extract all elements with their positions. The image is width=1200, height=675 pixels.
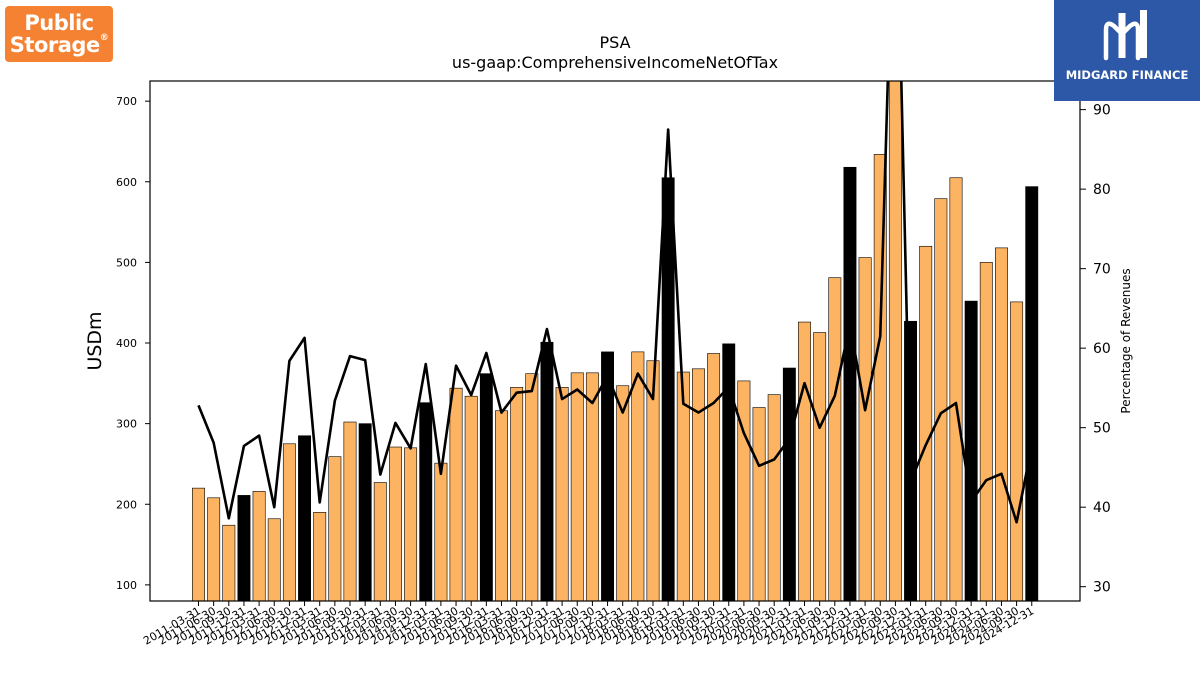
y2-tick-label: 60 (1093, 341, 1111, 357)
bar-2012-09-30 (282, 443, 296, 602)
bar-2016-06-30 (510, 387, 524, 602)
bar-2013-03-31 (313, 512, 327, 602)
bar-2023-12-31 (964, 300, 978, 602)
chart-subtitle: us-gaap:ComprehensiveIncomeNetOfTax (452, 53, 778, 72)
bar-2019-06-30 (691, 368, 705, 602)
x-axis: 2011-03-312011-06-302011-09-302011-12-31… (141, 601, 1036, 648)
y2-tick-label: 50 (1093, 421, 1111, 437)
bar-2021-06-30 (813, 332, 827, 602)
bar-2013-09-30 (343, 421, 357, 602)
bar-2024-03-31 (979, 262, 993, 602)
y-tick-label: 500 (116, 256, 137, 269)
right-axis: 30 40 50 60 70 80 90 (1080, 103, 1111, 596)
y-tick-label: 200 (116, 498, 137, 511)
bar-2011-09-30 (222, 524, 236, 602)
bar-2019-09-30 (707, 353, 721, 602)
y-tick-label: 300 (116, 418, 137, 431)
bar-2014-03-31 (373, 482, 387, 602)
bar-2021-09-30 (828, 277, 842, 602)
bar-2023-06-30 (934, 198, 948, 602)
y2-tick-label: 40 (1093, 500, 1111, 516)
bar-2012-03-31 (252, 491, 266, 602)
bar-2022-03-31 (858, 257, 872, 602)
bar-2012-12-31 (298, 435, 311, 602)
bar-2016-09-30 (525, 373, 539, 602)
y-tick-label: 600 (116, 176, 137, 189)
y-tick-label: 100 (116, 579, 137, 592)
bar-2015-06-30 (449, 387, 463, 602)
bar-2018-12-31 (661, 177, 675, 602)
bar-2024-09-30 (1010, 301, 1024, 602)
bar-2021-03-31 (798, 321, 811, 602)
bar-series (192, 80, 1039, 602)
y2-tick-label: 30 (1093, 580, 1111, 596)
bar-2018-03-31 (616, 385, 630, 602)
y2-tick-label: 70 (1093, 262, 1111, 278)
bar-2011-06-30 (207, 497, 221, 602)
left-axis: 100 200 300 400 500 600 700 (116, 95, 150, 592)
logo-name: MIDGARD FINANCE (1065, 68, 1189, 82)
y-tick-label: 700 (116, 95, 137, 108)
plot-frame (149, 80, 1081, 602)
logo-line-1: Public (24, 11, 94, 35)
bar-2013-06-30 (328, 456, 342, 602)
bar-2018-06-30 (631, 351, 645, 602)
bar-2015-09-30 (464, 395, 478, 602)
bar-2022-09-30 (888, 80, 902, 602)
bar-2013-12-31 (358, 423, 372, 602)
y2-tick-label: 80 (1093, 182, 1111, 198)
y-axis-label: USDm (84, 311, 106, 370)
bar-2020-06-30 (752, 407, 766, 602)
bar-2017-06-30 (570, 372, 584, 602)
logo-line-2-text: Storage (9, 33, 100, 57)
bar-2017-03-31 (555, 387, 569, 602)
bar-2023-03-31 (919, 245, 933, 602)
bar-2011-12-31 (237, 495, 251, 602)
bar-2024-12-31 (1025, 186, 1039, 602)
bar-2021-12-31 (843, 166, 857, 602)
y2-axis-label: Percentage of Revenues (1119, 268, 1133, 413)
line-series (197, 81, 1034, 524)
bar-2020-09-30 (767, 394, 781, 602)
midgard-monogram-icon (1103, 10, 1147, 61)
bar-2020-03-31 (737, 380, 751, 602)
bar-2015-12-31 (479, 373, 493, 602)
bar-2023-09-30 (949, 177, 963, 602)
bar-2014-09-30 (404, 447, 418, 602)
bar-2015-03-31 (434, 462, 448, 602)
bar-2017-09-30 (585, 372, 599, 602)
bar-2014-12-31 (419, 402, 433, 602)
logo-line-2: Storage® (5, 33, 113, 57)
bar-2024-06-30 (994, 247, 1008, 602)
chart-title: PSA (599, 33, 630, 52)
bar-2012-06-30 (267, 518, 281, 602)
midgard-finance-logo: MIDGARD FINANCE (1054, 0, 1200, 101)
bar-2019-12-31 (722, 343, 736, 602)
registered-mark: ® (99, 33, 109, 43)
bar-2016-03-31 (495, 410, 508, 602)
y-tick-label: 400 (116, 337, 137, 350)
y2-tick-label: 90 (1093, 103, 1111, 119)
bar-2014-06-30 (388, 446, 402, 602)
bar-2016-12-31 (540, 341, 554, 602)
bar-2011-03-31 (192, 487, 205, 602)
public-storage-logo: Public Storage® (5, 6, 113, 62)
bar-2020-12-31 (782, 367, 796, 602)
percentage-line (197, 81, 1034, 524)
